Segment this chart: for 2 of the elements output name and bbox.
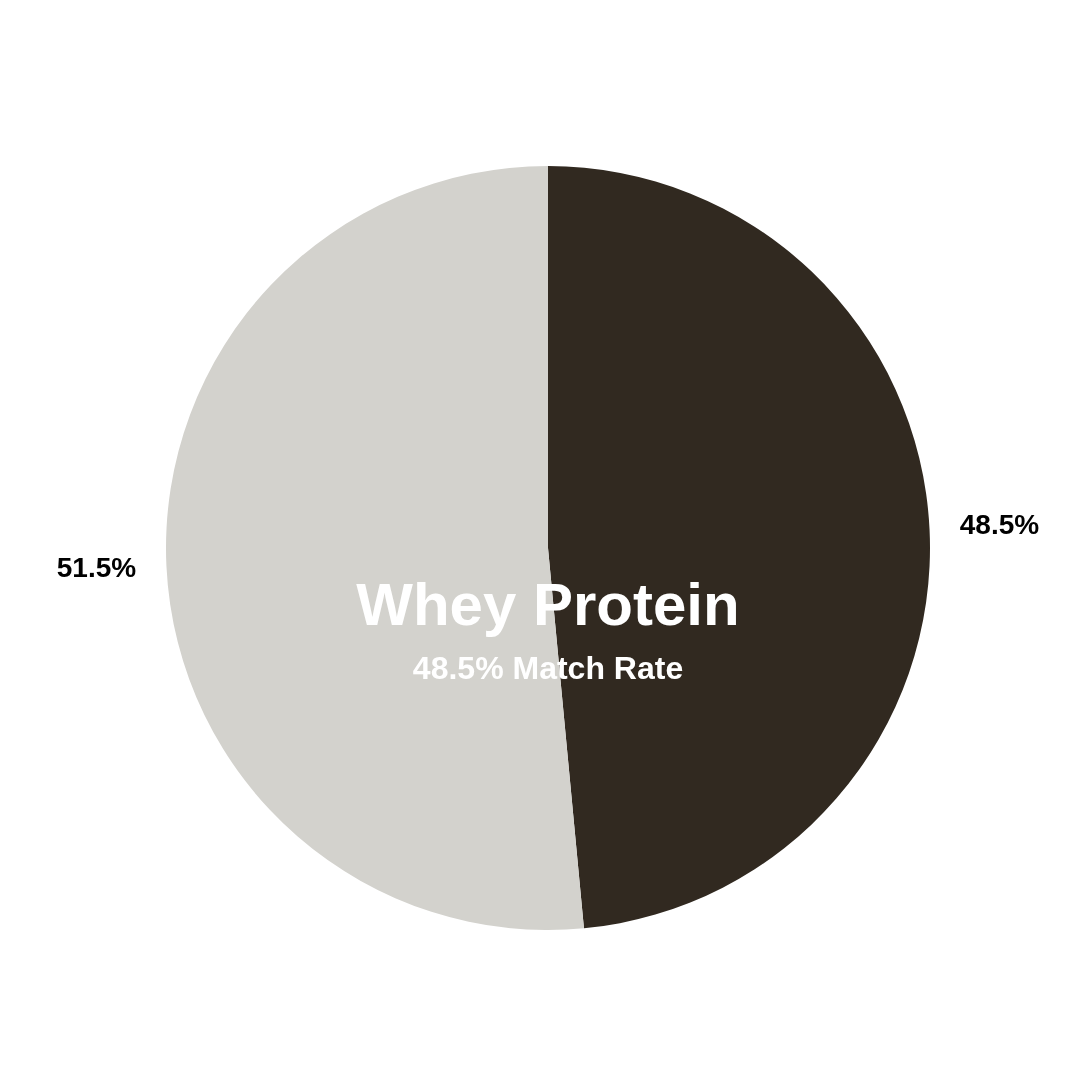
data-label: 48.5% [959, 509, 1040, 541]
data-label: 51.5% [56, 552, 137, 584]
